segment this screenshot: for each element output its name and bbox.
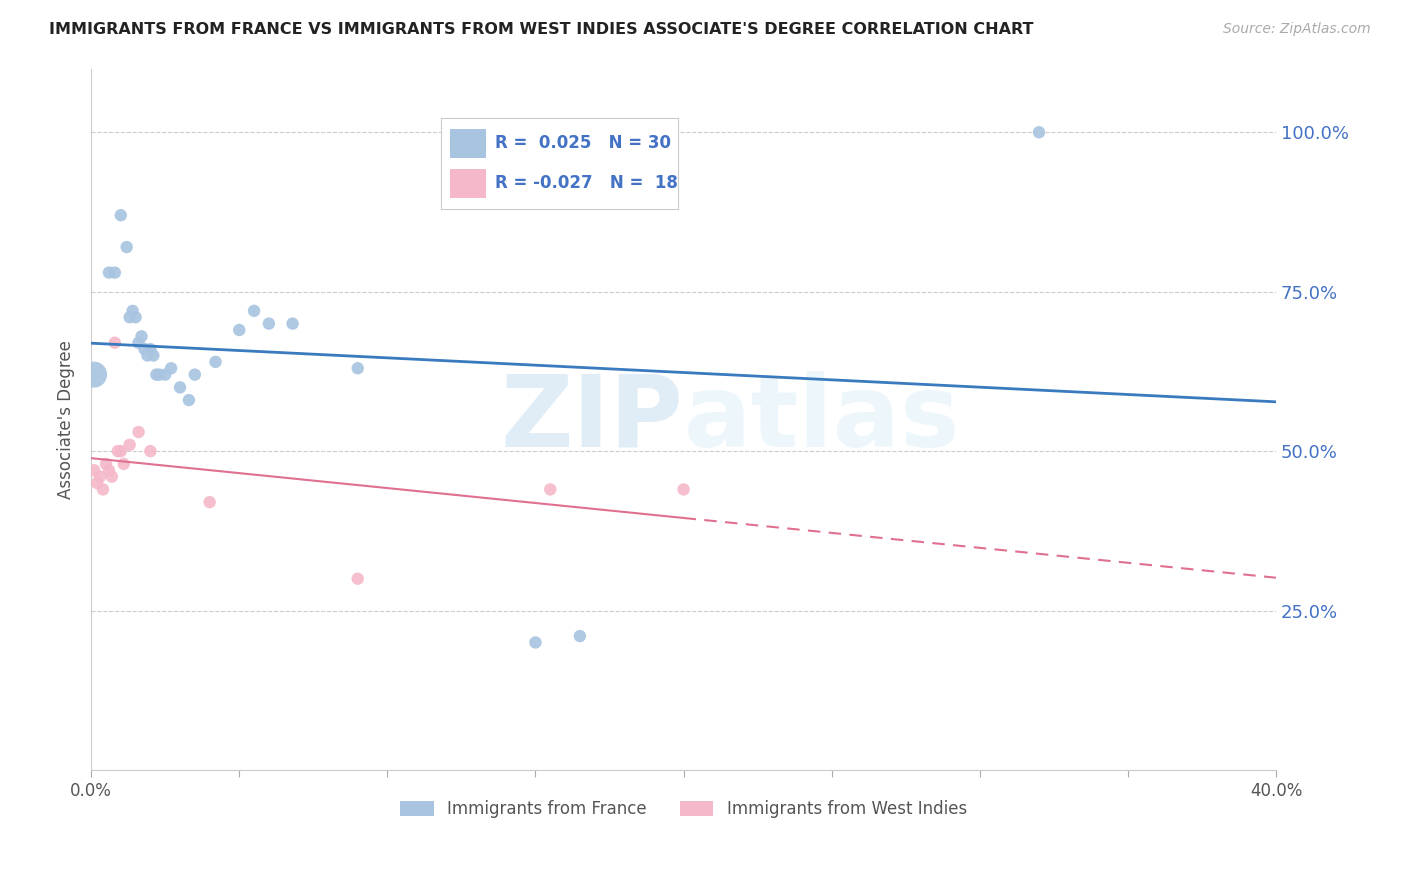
Point (97, 266, 120, 280)
Point (110, 444, 132, 458)
Point (148, 368, 170, 382)
Point (142, 349, 165, 363)
Text: Source: ZipAtlas.com: Source: ZipAtlas.com (1223, 22, 1371, 37)
Text: IMMIGRANTS FROM FRANCE VS IMMIGRANTS FROM WEST INDIES ASSOCIATE'S DEGREE CORRELA: IMMIGRANTS FROM FRANCE VS IMMIGRANTS FRO… (49, 22, 1033, 37)
Point (177, 393, 200, 408)
Point (198, 495, 221, 509)
Point (107, 444, 129, 458)
Point (128, 425, 150, 439)
Point (104, 266, 127, 280)
Legend: Immigrants from France, Immigrants from West Indies: Immigrants from France, Immigrants from … (394, 794, 973, 825)
Point (538, 483, 561, 497)
Point (1028, 125, 1050, 139)
Point (153, 368, 176, 382)
Point (91, 483, 114, 497)
Point (83, 368, 105, 382)
Point (83, 463, 105, 477)
Point (101, 469, 124, 483)
Point (112, 457, 135, 471)
Y-axis label: Associate's Degree: Associate's Degree (58, 340, 75, 499)
Point (228, 323, 250, 337)
Point (121, 303, 143, 318)
Point (281, 317, 304, 331)
Text: atlas: atlas (683, 371, 960, 467)
Point (131, 329, 153, 343)
Point (139, 342, 162, 356)
Text: ZIP: ZIP (501, 371, 683, 467)
Point (524, 635, 547, 649)
Point (257, 317, 280, 331)
Point (94, 457, 117, 471)
Point (118, 438, 141, 452)
Point (136, 349, 159, 363)
Point (204, 355, 226, 369)
Point (346, 361, 368, 376)
Point (124, 310, 146, 325)
Point (139, 444, 162, 458)
Point (86, 476, 108, 491)
Point (104, 335, 127, 350)
Point (672, 483, 695, 497)
Point (89, 469, 111, 483)
Point (169, 380, 191, 394)
Point (134, 342, 156, 356)
Point (160, 361, 183, 376)
Point (145, 368, 167, 382)
Point (115, 240, 138, 254)
Point (568, 629, 591, 643)
Point (110, 208, 132, 222)
Point (346, 572, 368, 586)
Point (243, 303, 266, 318)
Point (128, 335, 150, 350)
Point (184, 368, 207, 382)
Point (97, 463, 120, 477)
Point (118, 310, 141, 325)
